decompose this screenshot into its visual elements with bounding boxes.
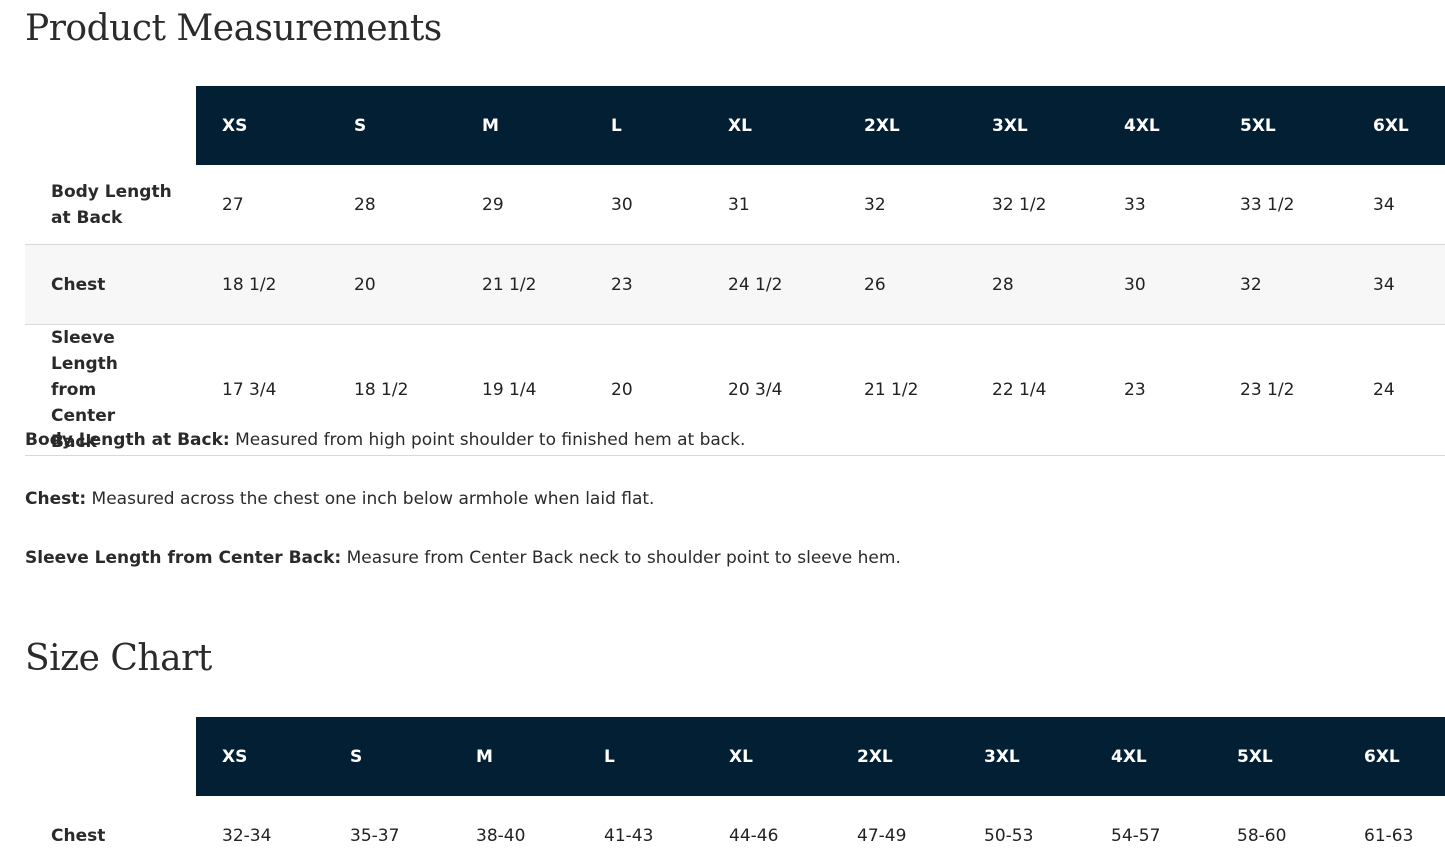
size-header-s: S [328,86,456,165]
table-cell: 34 [1347,165,1445,245]
product-measurements-table: XS S M L XL 2XL 3XL 4XL 5XL 6XL Body Len… [25,86,1445,456]
size-header-5xl: 5XL [1211,717,1338,796]
size-header-2xl: 2XL [838,86,966,165]
table-cell: 27 [196,165,328,245]
table-cell: 47-49 [857,825,907,846]
table-cell: 44-46 [729,825,779,846]
table-cell: 50-53 [984,825,1034,846]
table-header-row: XS S M L XL 2XL 3XL 4XL 5XL 6XL [25,717,1445,796]
row-label-chest: Chest [51,825,106,846]
size-header-3xl: 3XL [958,717,1085,796]
table-cell: 18 1/2 [328,324,456,456]
size-header-6xl: 6XL [1338,717,1445,796]
size-header-m: M [456,86,585,165]
table-row-chest: Chest 32-34 35-37 38-40 41-43 44-46 47-4… [25,796,1445,868]
note-body-length: Body Length at Back: Measured from high … [25,430,1025,451]
table-cell: 23 [1098,324,1214,456]
size-header-3xl: 3XL [966,86,1098,165]
size-header-xl: XL [702,86,838,165]
size-header-xs: XS [196,717,324,796]
table-cell: 20 [328,244,456,325]
table-cell: 35-37 [350,825,400,846]
size-header-s: S [324,717,450,796]
product-measurements-title: Product Measurements [25,8,442,49]
header-corner-cell [25,86,196,165]
table-cell: 38-40 [476,825,526,846]
table-header-row: XS S M L XL 2XL 3XL 4XL 5XL 6XL [25,86,1445,165]
table-cell: 18 1/2 [196,244,328,325]
note-term: Sleeve Length from Center Back: [25,548,342,568]
table-cell: 29 [456,165,585,245]
table-row-chest: Chest 18 1/2 20 21 1/2 23 24 1/2 26 28 3… [25,244,1445,325]
table-cell: 30 [1098,244,1214,325]
table-cell: 23 [585,244,702,325]
size-header-l: L [578,717,703,796]
note-term: Chest: [25,489,87,509]
size-chart-table: XS S M L XL 2XL 3XL 4XL 5XL 6XL Chest 32… [25,717,1445,868]
table-cell: 17 3/4 [196,324,328,456]
table-cell: 30 [585,165,702,245]
table-cell: 20 3/4 [702,324,838,456]
size-chart-title: Size Chart [25,638,212,679]
table-cell: 21 1/2 [838,324,966,456]
table-cell: 23 1/2 [1214,324,1347,456]
size-header-xl: XL [703,717,831,796]
table-cell: 31 [702,165,838,245]
table-cell: 22 1/4 [966,324,1098,456]
table-cell: 24 [1347,324,1445,456]
table-row-body-length: Body Length at Back 27 28 29 30 31 32 32… [25,165,1445,245]
row-label-text: Body Length at Back [51,181,172,228]
table-row-sleeve-length: Sleeve Length from Center Back 17 3/4 18… [25,324,1445,456]
table-cell: 19 1/4 [456,324,585,456]
row-label-sleeve-length: Sleeve Length from Center Back [25,324,196,456]
size-header-4xl: 4XL [1085,717,1211,796]
note-sleeve-length: Sleeve Length from Center Back: Measure … [25,548,1025,569]
size-header-4xl: 4XL [1098,86,1214,165]
measurement-notes: Body Length at Back: Measured from high … [25,430,1025,607]
note-text: Measure from Center Back neck to shoulde… [341,548,901,568]
table-cell: 21 1/2 [456,244,585,325]
row-label-body-length: Body Length at Back [25,165,196,245]
table-cell: 32 [1214,244,1347,325]
table-cell: 41-43 [604,825,654,846]
note-term: Body Length at Back: [25,430,230,450]
table-cell: 34 [1347,244,1445,325]
table-cell: 24 1/2 [702,244,838,325]
size-header-5xl: 5XL [1214,86,1347,165]
table-cell: 32-34 [222,825,272,846]
size-header-m: M [450,717,578,796]
size-header-2xl: 2XL [831,717,958,796]
row-label-chest: Chest [25,244,196,325]
table-cell: 61-63 [1364,825,1414,846]
note-chest: Chest: Measured across the chest one inc… [25,489,1025,510]
size-header-l: L [585,86,702,165]
table-cell: 32 1/2 [966,165,1098,245]
note-text: Measured across the chest one inch below… [86,489,655,509]
table-cell: 20 [585,324,702,456]
note-text: Measured from high point shoulder to fin… [229,430,746,450]
table-cell: 32 [838,165,966,245]
header-corner-cell [25,717,196,796]
table-cell: 58-60 [1237,825,1287,846]
table-cell: 33 1/2 [1214,165,1347,245]
row-label-text: Sleeve Length from Center Back [51,328,118,452]
size-header-6xl: 6XL [1347,86,1445,165]
table-cell: 33 [1098,165,1214,245]
table-cell: 28 [328,165,456,245]
table-cell: 26 [838,244,966,325]
table-cell: 28 [966,244,1098,325]
table-cell: 54-57 [1111,825,1161,846]
size-header-xs: XS [196,86,328,165]
